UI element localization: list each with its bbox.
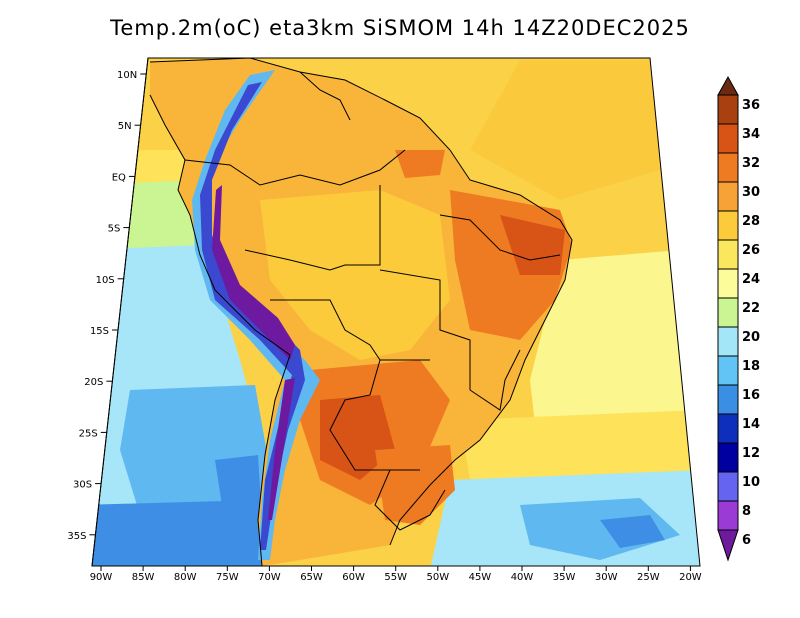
atlantic-north-region <box>470 60 660 200</box>
border-south <box>374 469 446 531</box>
colorbar-bottom-arrow <box>717 529 739 562</box>
colorbar-swatch <box>717 210 739 241</box>
atlantic-mild-band <box>460 410 700 480</box>
border-venezuela <box>299 71 351 121</box>
lon-tick-label: 75W <box>216 572 239 583</box>
lon-tick-label: 20W <box>679 572 702 583</box>
coastline-pacific <box>149 94 291 566</box>
colorbar-swatch <box>717 152 739 183</box>
lon-tick-label: 25W <box>637 572 660 583</box>
colorbar-swatch <box>717 471 739 502</box>
lon-tick-label: 65W <box>300 572 323 583</box>
colorbar-swatch <box>717 442 739 473</box>
y-axis-line <box>91 57 149 567</box>
lat-tick-label: 10N <box>117 70 137 81</box>
lat-tick-label: 5S <box>108 224 121 235</box>
lat-tick-label: EQ <box>112 172 126 183</box>
lon-tick-label: 40W <box>511 572 534 583</box>
y-axis: 10N 5N EQ 5S 10S 15S 20S 25S 30S 35S <box>67 57 149 567</box>
lon-tick-label: 55W <box>384 572 407 583</box>
coastline-atlantic <box>149 58 573 546</box>
colorbar-label: 14 <box>742 417 760 432</box>
south-brazil-hot <box>375 445 455 525</box>
colorbar-label: 30 <box>742 185 760 200</box>
colorbar-label: 16 <box>742 388 760 403</box>
lon-tick-label: 80W <box>174 572 197 583</box>
colorbar-swatch <box>717 384 739 415</box>
colorbar-top-arrow <box>717 75 739 96</box>
lon-tick-label: 70W <box>258 572 281 583</box>
colorbar-label: 12 <box>742 446 760 461</box>
border-bolivia <box>270 299 430 361</box>
border-amazonas <box>244 185 381 271</box>
colorbar-label: 6 <box>742 533 751 548</box>
map-title: Temp.2m(oC) eta3km SiSMOM 14h 14Z20DEC20… <box>110 16 690 40</box>
amapa-hot <box>395 150 445 178</box>
lon-tick-label: 50W <box>426 572 449 583</box>
northeast-extreme <box>500 215 565 275</box>
lat-tick-label: 25S <box>79 428 98 439</box>
border-northeast <box>439 214 561 261</box>
colorbar-label: 20 <box>742 330 760 345</box>
colorbar-label: 32 <box>742 156 760 171</box>
atlantic-coldest-patch <box>600 515 665 548</box>
border-north <box>184 149 406 186</box>
pacific-blue-patch <box>215 455 262 525</box>
colorbar-swatch <box>717 413 739 444</box>
colorbar-swatch <box>717 297 739 328</box>
colorbar-label: 24 <box>742 272 760 287</box>
andes-peaks <box>212 185 295 360</box>
colorbar-label: 34 <box>742 127 760 142</box>
country-borders <box>149 58 573 566</box>
colorbar-label: 22 <box>742 301 760 316</box>
andes-cold-strip <box>192 70 320 560</box>
lon-tick-label: 90W <box>90 572 113 583</box>
atlantic-colder-patch <box>520 498 680 560</box>
colorbar-swatch <box>717 181 739 212</box>
andes-peaks-south <box>268 378 295 520</box>
interior-warm-region <box>260 190 450 360</box>
border-southeast <box>469 349 521 411</box>
lon-tick-label: 60W <box>342 572 365 583</box>
colorbar: 36 34 32 30 28 26 24 22 20 18 16 14 12 10 8 6 <box>717 75 760 562</box>
border-central <box>379 269 471 390</box>
lat-tick-label: 10S <box>96 275 115 286</box>
colorbar-label: 18 <box>742 359 760 374</box>
colorbar-swatch <box>717 123 739 154</box>
lat-tick-label: 20S <box>84 377 103 388</box>
lat-tick-label: 30S <box>73 480 92 491</box>
colorbar-swatch <box>717 355 739 386</box>
colorbar-swatch <box>717 500 739 531</box>
pacific-coldest-region <box>92 500 265 566</box>
lat-tick-label: 35S <box>67 531 86 542</box>
colorbar-label: 26 <box>742 243 760 258</box>
lon-tick-label: 45W <box>469 572 492 583</box>
lat-tick-label: 15S <box>90 326 109 337</box>
lon-tick-label: 30W <box>595 572 618 583</box>
colorbar-swatch <box>717 94 739 125</box>
colorbar-label: 8 <box>742 504 751 519</box>
colorbar-swatch <box>717 268 739 299</box>
x-axis: 90W 85W 80W 75W 70W 65W 60W 55W 50W 45W 40W 35W 30W 2… <box>90 565 702 583</box>
lon-tick-label: 85W <box>132 572 155 583</box>
colorbar-swatch <box>717 326 739 357</box>
colorbar-label: 36 <box>742 98 760 113</box>
temperature-field <box>92 58 700 566</box>
lon-tick-label: 35W <box>553 572 576 583</box>
colorbar-label: 28 <box>742 214 760 229</box>
lat-tick-label: 5N <box>118 121 132 132</box>
colorbar-swatch <box>717 239 739 270</box>
colorbar-label: 10 <box>742 475 760 490</box>
